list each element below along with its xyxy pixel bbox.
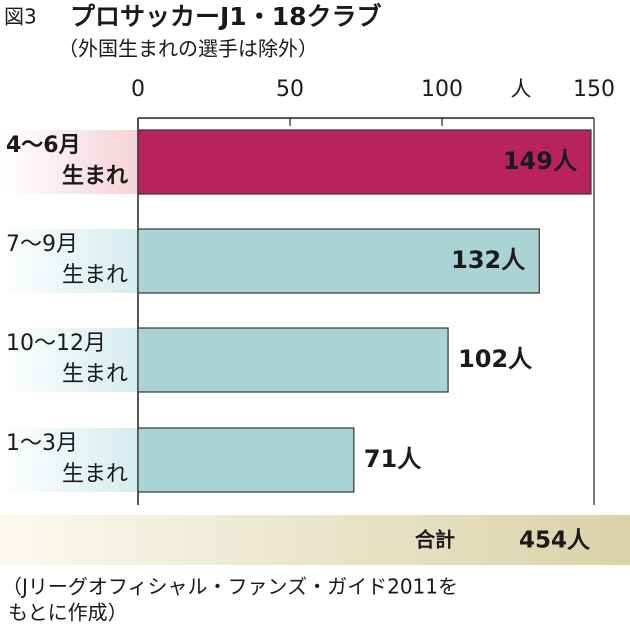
x-tick-label: 0 <box>131 77 145 102</box>
category-label: 生まれ <box>62 263 128 288</box>
category-label: 10〜12月 <box>6 331 106 356</box>
bar <box>137 228 540 294</box>
category-background <box>0 428 138 492</box>
value-label: 149人 <box>503 147 577 175</box>
x-tick-label: 150 <box>573 77 615 102</box>
category-background <box>0 130 138 194</box>
category-background <box>0 229 138 293</box>
value-label: 71人 <box>364 445 421 473</box>
source-note: （Jリーグオフィシャル・ファンズ・ガイド2011を <box>2 575 458 599</box>
chart-title: プロサッカーJ1・18クラブ <box>70 2 382 31</box>
category-label: 7〜9月 <box>6 232 78 257</box>
bar <box>137 427 355 493</box>
chart-subtitle: （外国生まれの選手は除外） <box>58 37 318 61</box>
value-label: 102人 <box>458 345 532 373</box>
figure-label: 図3 <box>4 5 37 29</box>
total-band <box>0 515 630 565</box>
x-tick-label: 100 <box>421 77 463 102</box>
category-label: 生まれ <box>62 362 128 387</box>
bar <box>137 129 592 195</box>
total-value: 454人 <box>519 528 591 554</box>
bar <box>137 327 449 393</box>
axis-unit: 人 <box>511 77 532 101</box>
value-label: 132人 <box>451 246 525 274</box>
category-label: 1〜3月 <box>6 431 78 456</box>
category-label: 生まれ <box>62 462 128 487</box>
category-label: 生まれ <box>62 164 128 189</box>
category-label: 4〜6月 <box>6 133 81 158</box>
total-label: 合計 <box>415 528 455 552</box>
x-tick-label: 50 <box>276 77 304 102</box>
category-background <box>0 328 138 392</box>
source-note: もとに作成） <box>8 601 128 625</box>
